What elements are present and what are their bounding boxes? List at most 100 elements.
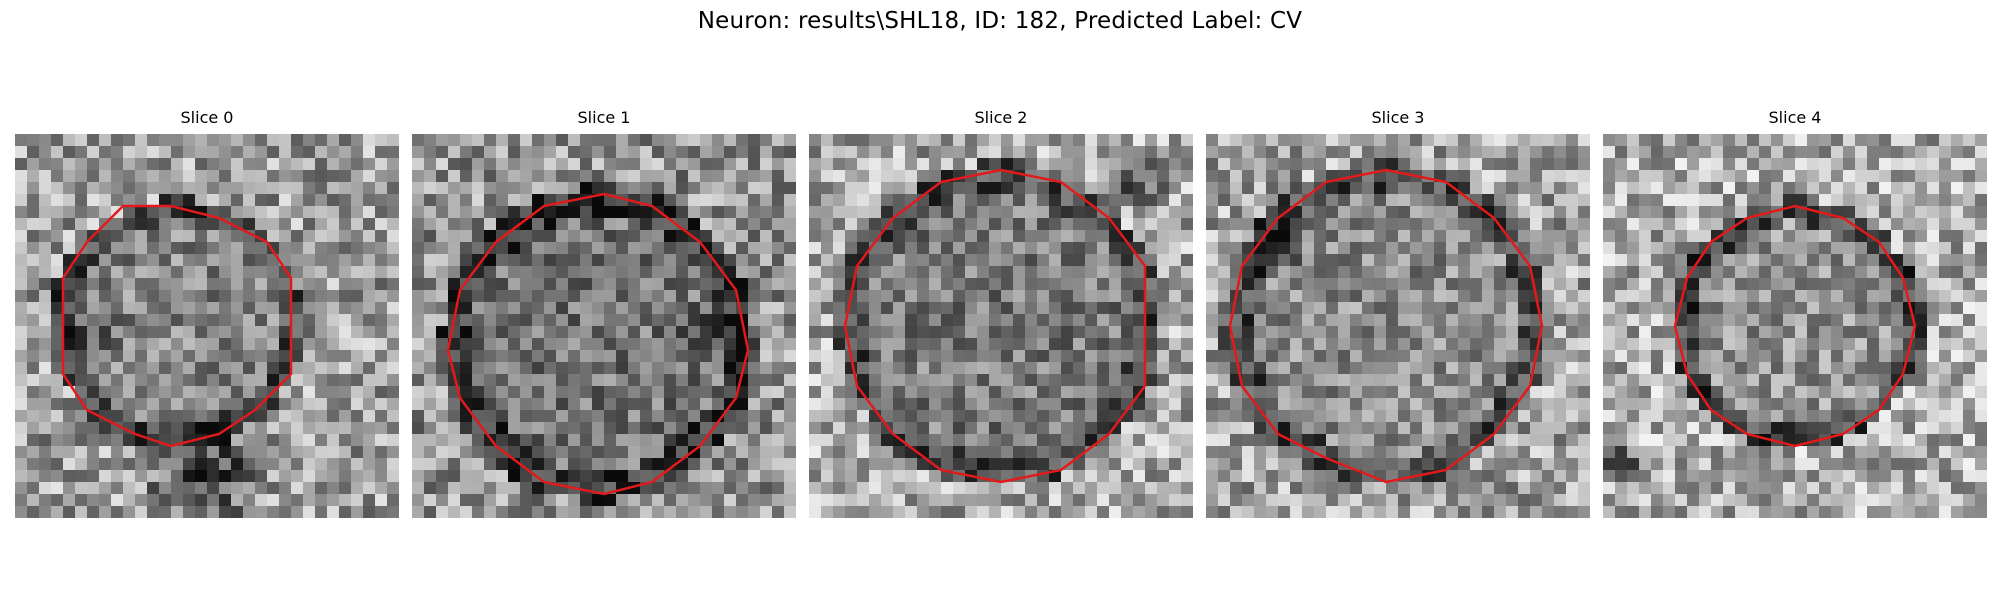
image-pixel — [652, 218, 665, 231]
image-pixel — [1699, 218, 1712, 231]
image-pixel — [1578, 398, 1590, 411]
image-pixel — [1434, 254, 1447, 267]
image-pixel — [1206, 266, 1219, 279]
image-pixel — [869, 290, 882, 303]
image-pixel — [712, 182, 725, 195]
image-pixel — [1615, 206, 1628, 219]
image-pixel — [556, 314, 569, 327]
image-pixel — [1975, 158, 1987, 171]
image-pixel — [1494, 338, 1507, 351]
image-pixel — [953, 422, 966, 435]
image-pixel — [387, 458, 399, 471]
image-pixel — [436, 194, 449, 207]
image-pixel — [1566, 326, 1579, 339]
image-pixel — [472, 350, 485, 363]
image-pixel — [857, 398, 870, 411]
image-pixel — [1037, 446, 1050, 459]
image-pixel — [760, 326, 773, 339]
image-pixel — [1783, 338, 1796, 351]
image-pixel — [1963, 134, 1976, 147]
image-pixel — [1963, 434, 1976, 447]
image-pixel — [1169, 422, 1182, 435]
image-pixel — [496, 350, 509, 363]
image-pixel — [977, 254, 990, 267]
image-pixel — [1242, 242, 1255, 255]
image-pixel — [700, 206, 713, 219]
image-pixel — [652, 266, 665, 279]
image-pixel — [63, 230, 76, 243]
image-pixel — [1506, 266, 1519, 279]
image-pixel — [1085, 206, 1098, 219]
image-pixel — [387, 266, 399, 279]
image-pixel — [724, 326, 737, 339]
image-pixel — [1903, 434, 1916, 447]
image-pixel — [111, 506, 124, 518]
image-pixel — [267, 458, 280, 471]
image-pixel — [1807, 314, 1820, 327]
image-pixel — [700, 278, 713, 291]
image-pixel — [75, 290, 88, 303]
image-pixel — [1145, 494, 1158, 507]
image-pixel — [1446, 194, 1459, 207]
image-pixel — [1362, 302, 1375, 315]
image-pixel — [448, 470, 461, 483]
image-pixel — [231, 146, 244, 159]
image-pixel — [580, 242, 593, 255]
image-pixel — [1181, 362, 1193, 375]
image-pixel — [748, 494, 761, 507]
image-pixel — [424, 398, 437, 411]
image-pixel — [869, 314, 882, 327]
image-pixel — [881, 182, 894, 195]
image-pixel — [1326, 362, 1339, 375]
image-pixel — [676, 278, 689, 291]
image-pixel — [1482, 374, 1495, 387]
image-pixel — [1422, 326, 1435, 339]
image-pixel — [1097, 326, 1110, 339]
image-pixel — [833, 350, 846, 363]
image-pixel — [1807, 338, 1820, 351]
image-pixel — [315, 182, 328, 195]
image-pixel — [905, 254, 918, 267]
image-pixel — [147, 494, 160, 507]
image-pixel — [604, 302, 617, 315]
image-pixel — [845, 206, 858, 219]
image-pixel — [1398, 278, 1411, 291]
image-pixel — [1759, 422, 1772, 435]
image-pixel — [15, 338, 28, 351]
image-pixel — [1819, 326, 1832, 339]
image-pixel — [315, 350, 328, 363]
image-pixel — [1735, 134, 1748, 147]
image-pixel — [604, 326, 617, 339]
image-pixel — [159, 314, 172, 327]
image-pixel — [412, 434, 425, 447]
image-pixel — [219, 242, 232, 255]
image-pixel — [1013, 338, 1026, 351]
image-pixel — [845, 230, 858, 243]
image-pixel — [857, 326, 870, 339]
image-pixel — [1242, 410, 1255, 423]
image-pixel — [640, 242, 653, 255]
image-pixel — [99, 338, 112, 351]
image-pixel — [1831, 422, 1844, 435]
image-pixel — [1615, 302, 1628, 315]
image-pixel — [1049, 314, 1062, 327]
image-pixel — [1939, 362, 1952, 375]
image-pixel — [1314, 374, 1327, 387]
image-pixel — [508, 362, 521, 375]
image-pixel — [1795, 338, 1808, 351]
image-pixel — [147, 326, 160, 339]
image-pixel — [809, 398, 822, 411]
image-pixel — [1831, 338, 1844, 351]
image-pixel — [1085, 278, 1098, 291]
slice-title: Slice 3 — [1371, 108, 1425, 127]
image-pixel — [315, 254, 328, 267]
image-pixel — [195, 314, 208, 327]
image-pixel — [1879, 326, 1892, 339]
image-pixel — [1001, 206, 1014, 219]
image-pixel — [111, 410, 124, 423]
image-pixel — [27, 194, 40, 207]
image-pixel — [255, 194, 268, 207]
image-pixel — [520, 434, 533, 447]
image-pixel — [424, 230, 437, 243]
image-pixel — [1338, 314, 1351, 327]
